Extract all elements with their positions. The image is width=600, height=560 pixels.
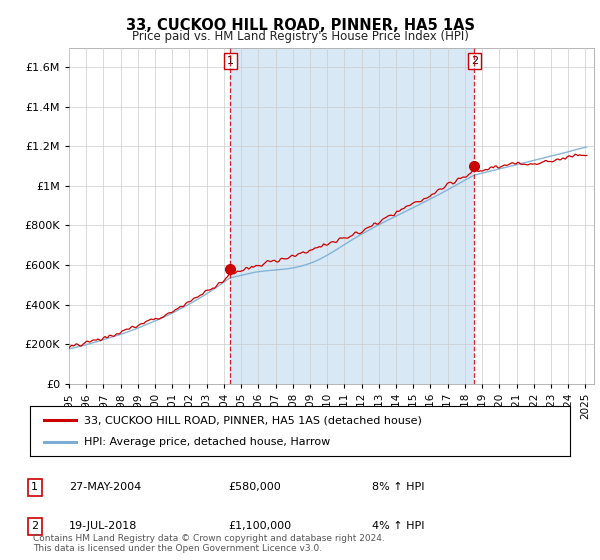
Bar bbox=[230, 48, 474, 384]
Text: 8% ↑ HPI: 8% ↑ HPI bbox=[372, 482, 425, 492]
Text: HPI: Average price, detached house, Harrow: HPI: Average price, detached house, Harr… bbox=[84, 437, 330, 447]
Text: £1,100,000: £1,100,000 bbox=[228, 521, 291, 531]
Text: Contains HM Land Registry data © Crown copyright and database right 2024.
This d: Contains HM Land Registry data © Crown c… bbox=[33, 534, 385, 553]
Text: 2: 2 bbox=[470, 56, 478, 66]
Text: £580,000: £580,000 bbox=[228, 482, 281, 492]
Text: 33, CUCKOO HILL ROAD, PINNER, HA5 1AS (detached house): 33, CUCKOO HILL ROAD, PINNER, HA5 1AS (d… bbox=[84, 415, 422, 425]
Text: 2: 2 bbox=[31, 521, 38, 531]
Text: 1: 1 bbox=[31, 482, 38, 492]
Text: 19-JUL-2018: 19-JUL-2018 bbox=[69, 521, 137, 531]
Text: 33, CUCKOO HILL ROAD, PINNER, HA5 1AS: 33, CUCKOO HILL ROAD, PINNER, HA5 1AS bbox=[125, 18, 475, 34]
Text: 1: 1 bbox=[227, 56, 234, 66]
Text: 27-MAY-2004: 27-MAY-2004 bbox=[69, 482, 141, 492]
Text: Price paid vs. HM Land Registry's House Price Index (HPI): Price paid vs. HM Land Registry's House … bbox=[131, 30, 469, 43]
Text: 4% ↑ HPI: 4% ↑ HPI bbox=[372, 521, 425, 531]
